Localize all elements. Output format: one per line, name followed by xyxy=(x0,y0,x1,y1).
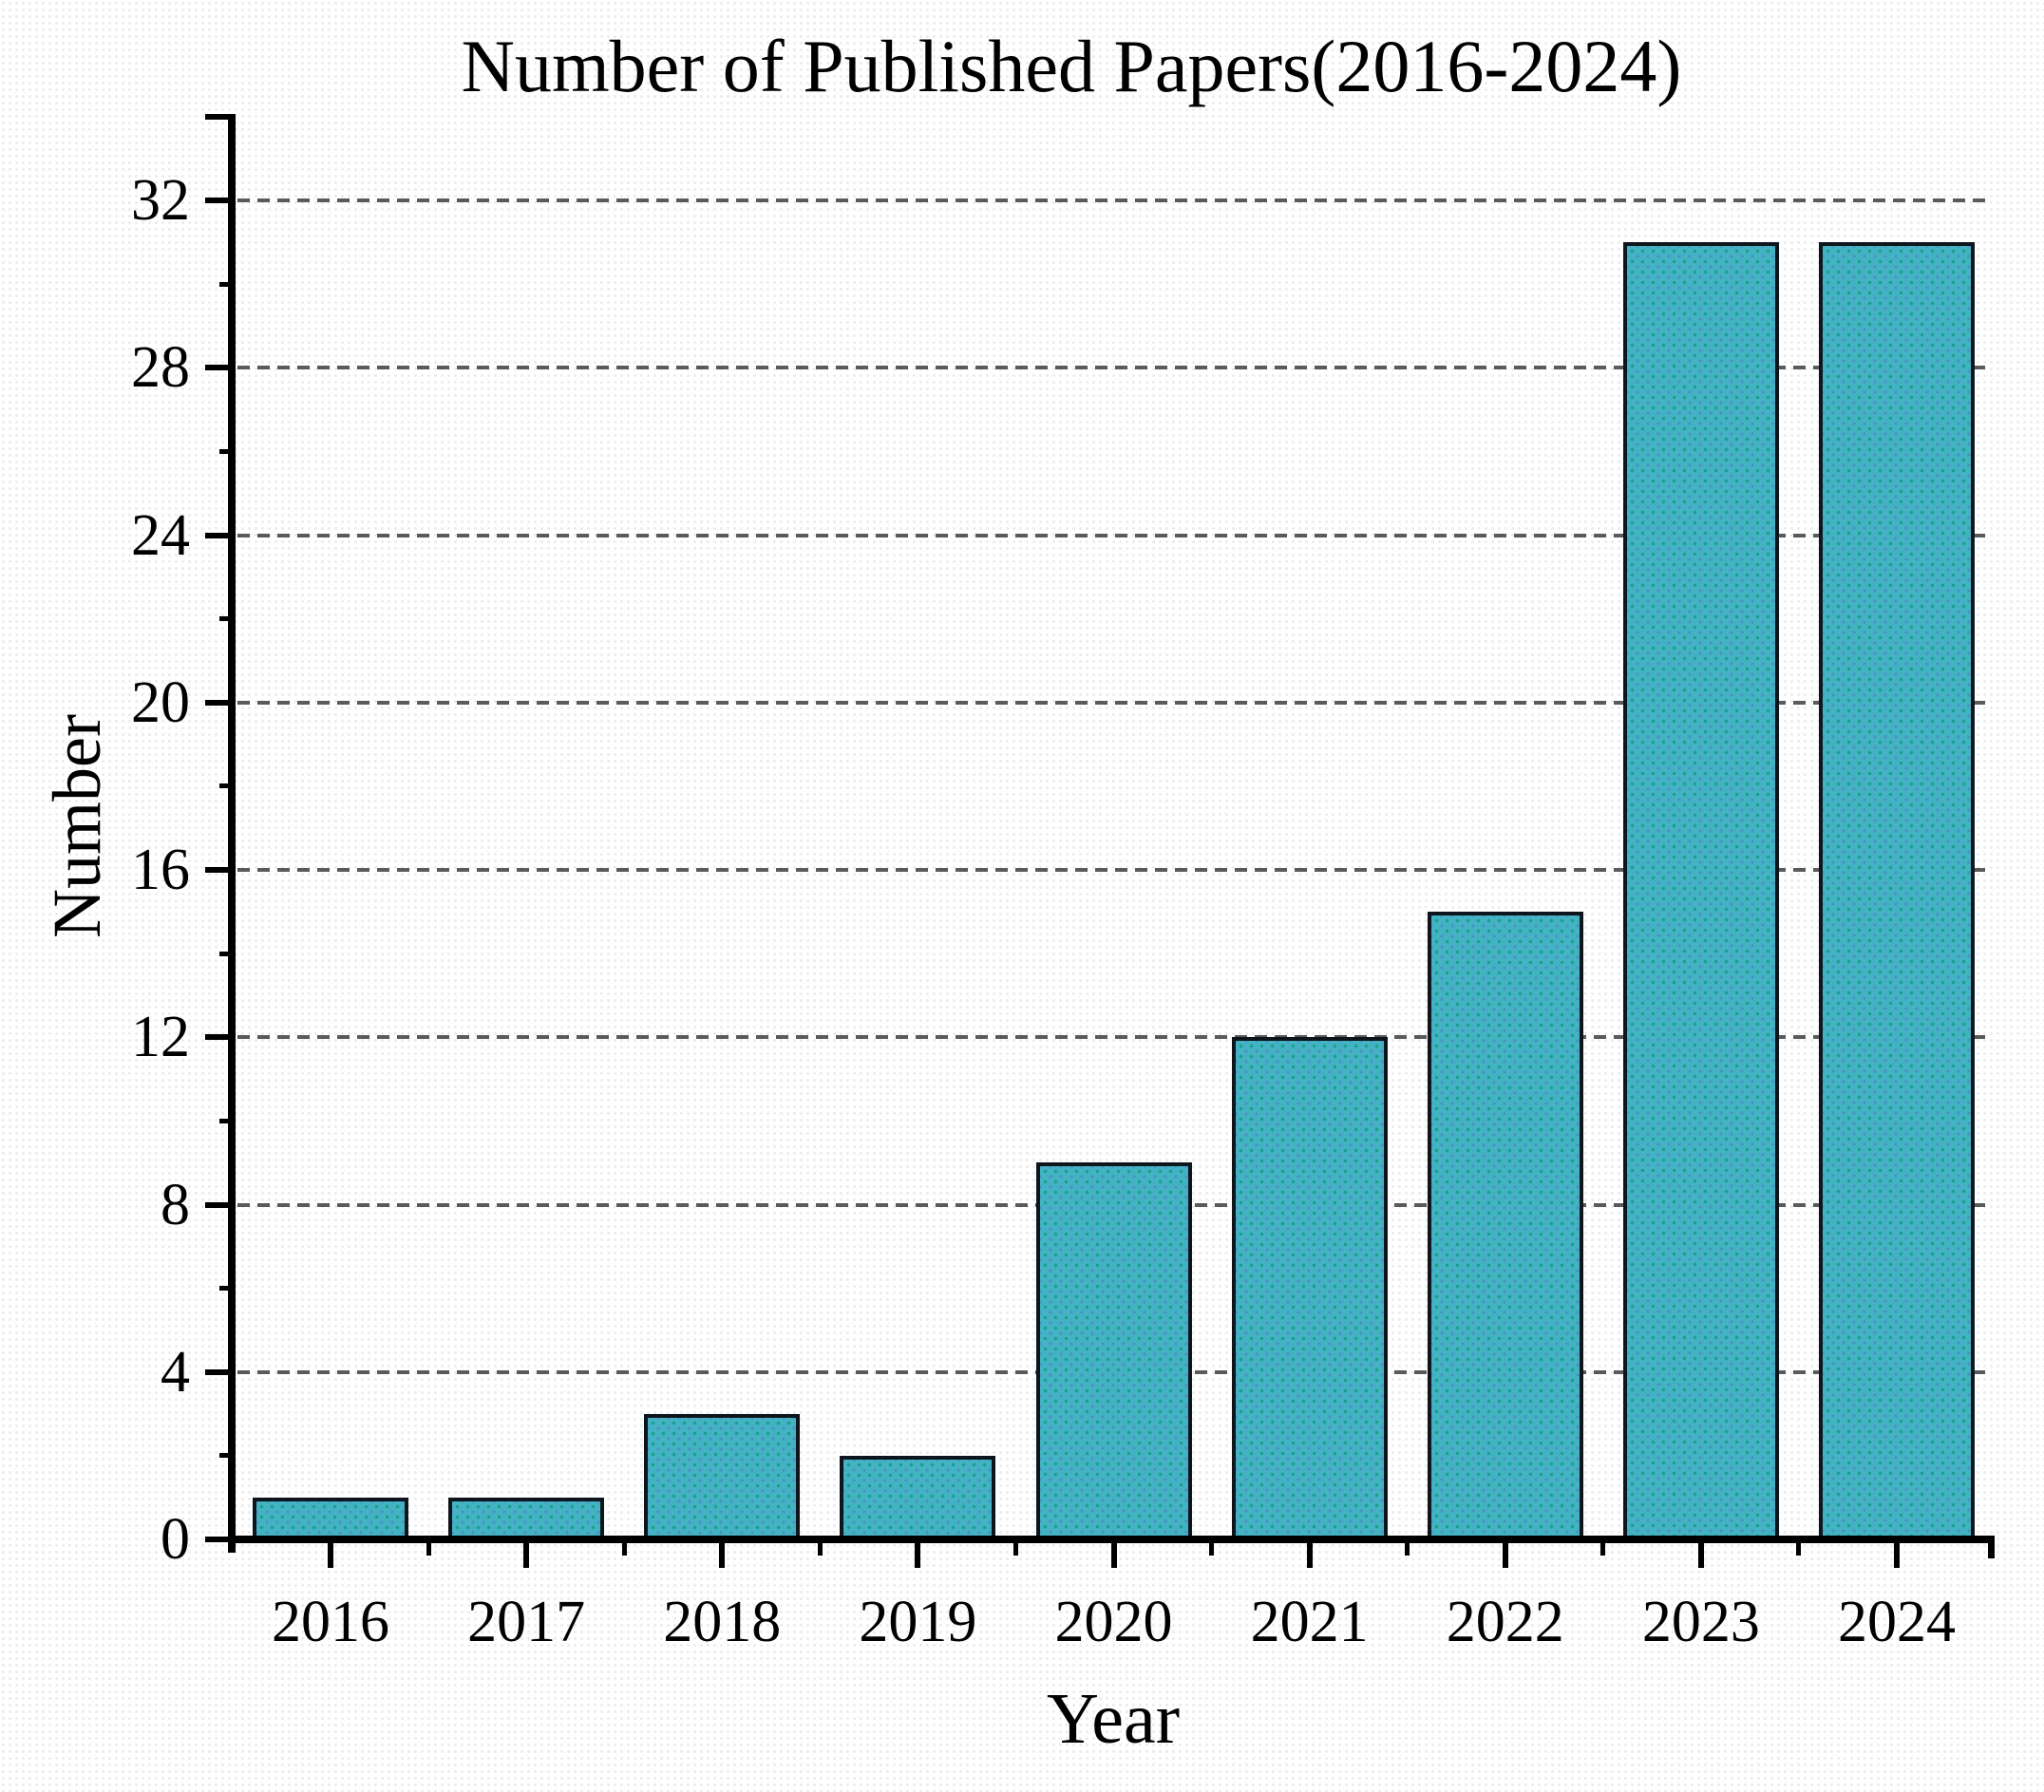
x-axis-right-end-tick xyxy=(1988,1536,1995,1558)
y-tick-label-24: 24 xyxy=(131,502,190,568)
gridline-32 xyxy=(237,198,1987,202)
y-minor-tick-30 xyxy=(219,281,232,287)
y-major-tick-24 xyxy=(205,532,232,538)
bar-2018 xyxy=(644,1413,801,1543)
x-tick-label-2024: 2024 xyxy=(1838,1590,1956,1654)
gridline-20 xyxy=(237,700,1987,705)
bar-2022 xyxy=(1427,912,1583,1543)
x-tick-label-2017: 2017 xyxy=(467,1590,586,1654)
y-major-tick-32 xyxy=(205,198,232,203)
y-axis-top-end-tick xyxy=(205,114,232,120)
x-minor-tick-0 xyxy=(426,1543,431,1556)
y-major-tick-4 xyxy=(205,1368,232,1375)
x-minor-tick-2 xyxy=(817,1543,823,1556)
x-minor-tick-1 xyxy=(621,1543,627,1556)
x-minor-tick-5 xyxy=(1405,1543,1410,1556)
x-tick-label-2021: 2021 xyxy=(1250,1590,1369,1654)
y-minor-tick-10 xyxy=(219,1118,232,1123)
gridline-16 xyxy=(237,868,1987,872)
y-major-tick-0 xyxy=(205,1537,232,1542)
y-minor-tick-6 xyxy=(219,1286,232,1292)
y-major-tick-28 xyxy=(205,365,232,371)
x-tick-label-2023: 2023 xyxy=(1641,1590,1760,1654)
x-major-tick-2020 xyxy=(1110,1543,1117,1568)
y-major-tick-20 xyxy=(205,699,232,706)
x-major-tick-2024 xyxy=(1894,1543,1900,1568)
bar-2021 xyxy=(1231,1037,1388,1543)
chart-title: Number of Published Papers(2016-2024) xyxy=(461,25,1682,107)
gridline-12 xyxy=(237,1035,1987,1040)
bar-2016 xyxy=(253,1497,408,1543)
x-tick-label-2022: 2022 xyxy=(1446,1590,1564,1654)
y-tick-label-32: 32 xyxy=(131,168,190,233)
gridline-28 xyxy=(237,366,1987,370)
y-tick-label-0: 0 xyxy=(161,1507,190,1572)
gridline-24 xyxy=(237,533,1987,538)
x-major-tick-2017 xyxy=(523,1543,530,1568)
x-major-tick-2018 xyxy=(719,1543,726,1568)
y-major-tick-8 xyxy=(205,1201,232,1208)
x-minor-tick-6 xyxy=(1600,1543,1606,1556)
x-major-tick-2021 xyxy=(1306,1543,1313,1568)
bar-2019 xyxy=(840,1455,996,1543)
bar-2017 xyxy=(448,1497,605,1543)
y-minor-tick-22 xyxy=(219,616,232,622)
bar-2024 xyxy=(1819,242,1975,1543)
y-axis-line xyxy=(228,114,236,1553)
x-major-tick-2016 xyxy=(328,1543,333,1568)
y-tick-label-4: 4 xyxy=(161,1339,190,1405)
x-axis-title: Year xyxy=(1046,1679,1181,1759)
y-tick-label-8: 8 xyxy=(161,1172,190,1237)
y-tick-label-28: 28 xyxy=(131,335,190,401)
x-tick-label-2020: 2020 xyxy=(1054,1590,1173,1654)
y-minor-tick-2 xyxy=(219,1453,232,1459)
y-major-tick-16 xyxy=(205,867,232,873)
bar-2023 xyxy=(1622,242,1779,1543)
y-minor-tick-18 xyxy=(219,783,232,789)
bar-2020 xyxy=(1035,1162,1192,1543)
x-major-tick-2022 xyxy=(1502,1543,1508,1568)
y-major-tick-12 xyxy=(205,1034,232,1041)
y-tick-label-12: 12 xyxy=(131,1005,190,1070)
y-tick-label-20: 20 xyxy=(131,670,190,735)
x-tick-label-2019: 2019 xyxy=(859,1590,977,1654)
x-minor-tick-3 xyxy=(1013,1543,1018,1556)
x-tick-label-2016: 2016 xyxy=(272,1590,389,1654)
x-minor-tick-7 xyxy=(1796,1543,1802,1556)
x-minor-tick-4 xyxy=(1209,1543,1215,1556)
y-tick-label-16: 16 xyxy=(131,838,190,902)
y-minor-tick-14 xyxy=(219,951,232,956)
y-minor-tick-26 xyxy=(219,448,232,454)
x-tick-label-2018: 2018 xyxy=(663,1590,782,1654)
x-major-tick-2019 xyxy=(915,1543,921,1568)
x-axis-line xyxy=(228,1536,1995,1543)
x-major-tick-2023 xyxy=(1697,1543,1704,1568)
